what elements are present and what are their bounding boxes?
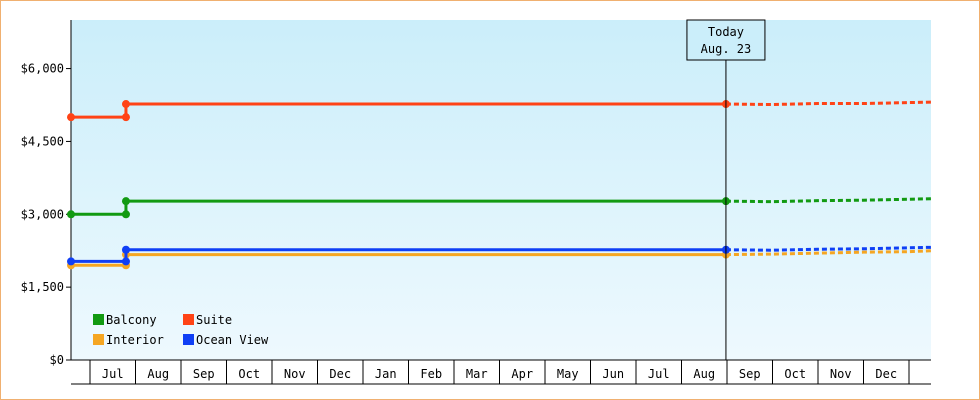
legend-swatch <box>183 334 194 345</box>
data-point <box>121 257 130 266</box>
legend-swatch <box>93 334 104 345</box>
legend-swatch <box>183 314 194 325</box>
y-tick-label: $0 <box>50 353 64 367</box>
y-tick-label: $1,500 <box>21 280 64 294</box>
x-tick-label: Jan <box>375 367 397 381</box>
series-line <box>71 248 726 263</box>
y-axis: $0 $1,500 $3,000 $4,500 $6,000 <box>21 20 72 367</box>
x-tick-label: May <box>557 367 579 381</box>
x-tick-label: Jul <box>648 367 670 381</box>
y-tick-label: $3,000 <box>21 207 64 221</box>
x-tick-label: Jul <box>102 367 124 381</box>
today-label: Today <box>708 25 744 39</box>
series-forecast-line <box>725 249 932 257</box>
y-tick-label: $4,500 <box>21 134 64 148</box>
x-axis: Jul Aug Sep Oct Nov Dec Jan Feb Mar Apr May Jun Jul A… <box>71 359 931 385</box>
today-label-box <box>686 19 766 61</box>
data-point <box>67 210 75 219</box>
plot-area <box>71 20 931 360</box>
data-point <box>67 113 75 122</box>
legend-label: Balcony <box>106 313 157 327</box>
series-suite <box>67 100 932 122</box>
x-tick-label: Oct <box>784 367 806 381</box>
legend-item: Balcony <box>93 313 157 327</box>
series-layer <box>67 100 932 270</box>
legend-item: Interior <box>93 333 164 347</box>
legend-label: Suite <box>196 313 232 327</box>
series-forecast-line <box>725 100 932 107</box>
data-point <box>67 257 75 266</box>
x-tick-label: Sep <box>739 367 761 381</box>
x-tick-label: Oct <box>238 367 260 381</box>
x-tick-label: Dec <box>875 367 897 381</box>
legend-item: Ocean View <box>183 333 269 347</box>
series-ocean-view <box>67 245 932 266</box>
legend-swatch <box>93 314 104 325</box>
x-tick-label: Feb <box>420 367 442 381</box>
y-tick-label: $6,000 <box>21 62 64 76</box>
x-tick-label: Nov <box>830 367 852 381</box>
x-tick-label: Aug <box>147 367 169 381</box>
x-tick-label: Aug <box>693 367 715 381</box>
series-line <box>71 102 726 119</box>
legend-label: Ocean View <box>196 333 269 347</box>
data-point <box>121 197 130 206</box>
x-tick-label: Nov <box>284 367 306 381</box>
series-forecast-line <box>725 245 932 252</box>
legend-item: Suite <box>183 313 232 327</box>
x-tick-label: Sep <box>193 367 215 381</box>
data-point <box>121 210 130 219</box>
today-date: Aug. 23 <box>701 42 752 56</box>
legend-label: Interior <box>106 333 164 347</box>
x-tick-label: Apr <box>511 367 533 381</box>
today-marker: Today Aug. 23 <box>686 19 766 360</box>
x-tick-label: Jun <box>602 367 624 381</box>
data-point <box>121 113 130 122</box>
data-point <box>121 100 130 109</box>
data-point <box>121 245 130 254</box>
x-tick-label: Dec <box>329 367 351 381</box>
series-line <box>71 199 726 216</box>
legend: Balcony Suite Interior Ocean View <box>93 313 269 347</box>
series-forecast-line <box>725 197 932 204</box>
x-tick-label: Mar <box>466 367 488 381</box>
series-balcony <box>67 197 932 219</box>
